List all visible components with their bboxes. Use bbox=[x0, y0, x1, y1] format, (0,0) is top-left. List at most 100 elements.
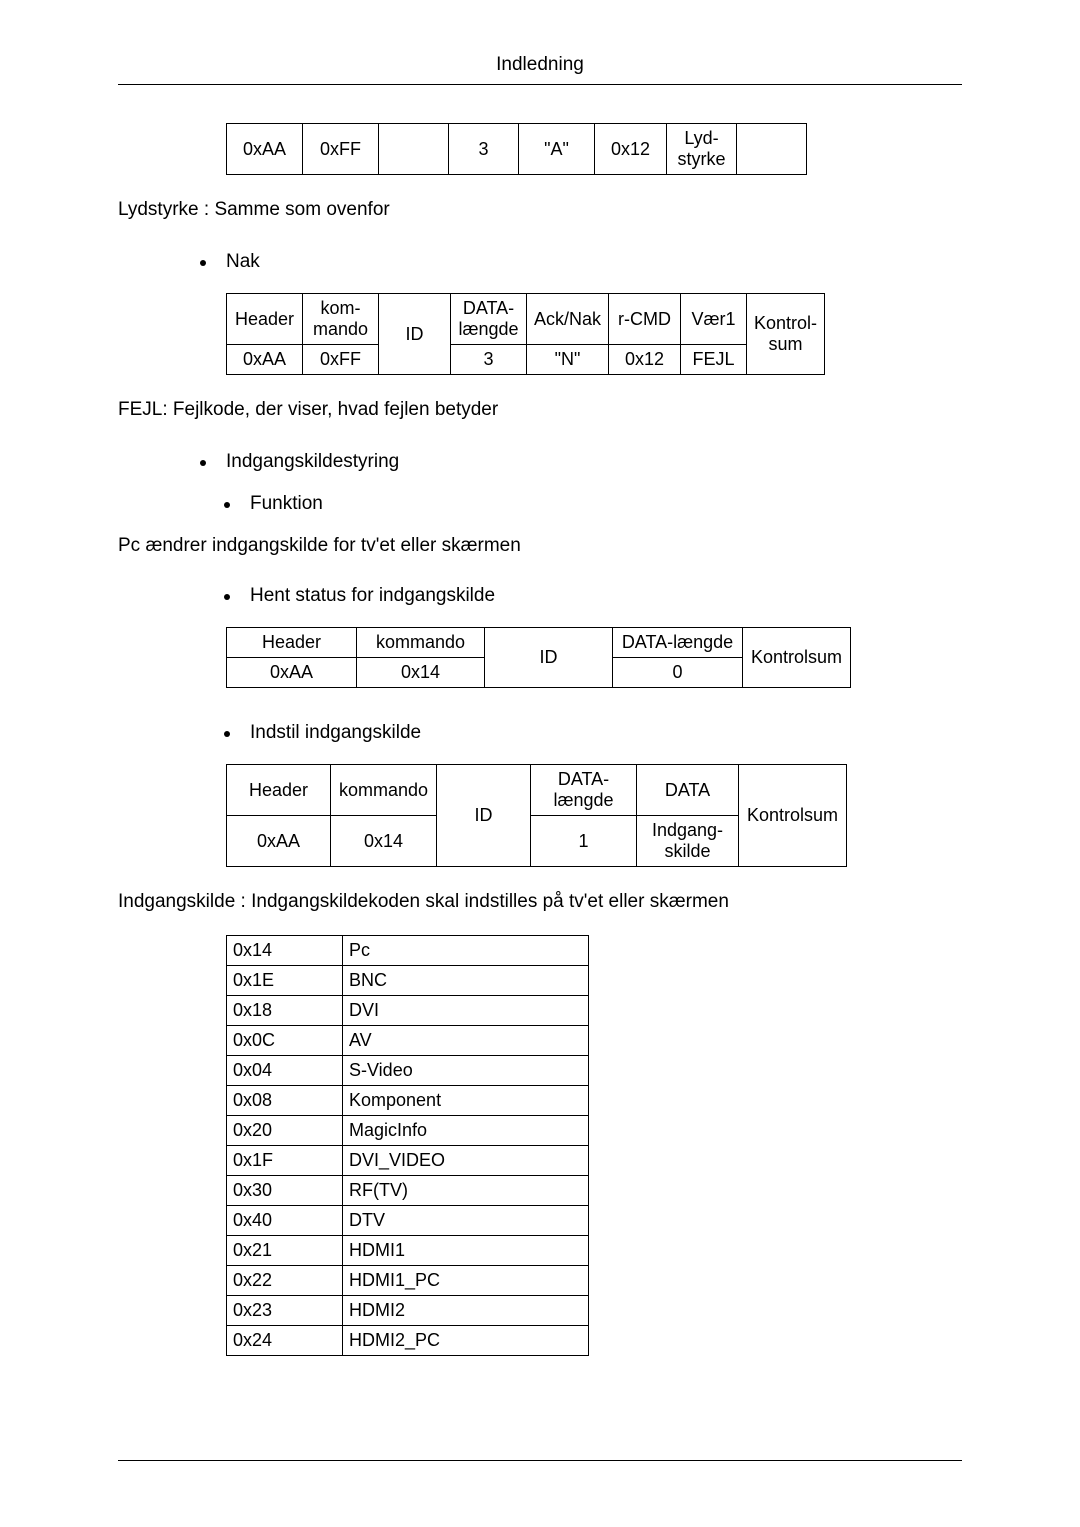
cell: 3 bbox=[449, 124, 519, 175]
cell: Header bbox=[227, 628, 357, 658]
cell: BNC bbox=[343, 966, 589, 996]
cell: 0x14 bbox=[227, 936, 343, 966]
bullet-icon bbox=[224, 594, 230, 600]
cell: 0x12 bbox=[609, 345, 681, 375]
cell: 0xAA bbox=[227, 345, 303, 375]
cell: HDMI2 bbox=[343, 1296, 589, 1326]
bullet-label: Indstil indgangskilde bbox=[250, 722, 421, 744]
table-hent-status: Header kommando ID DATA-længde Kontrolsu… bbox=[226, 627, 851, 688]
table-row: 0x04S-Video bbox=[227, 1056, 589, 1086]
table-indstil: Header kommando ID DATA-længde DATA Kont… bbox=[226, 764, 847, 867]
bullet-label: Hent status for indgangskilde bbox=[250, 585, 495, 607]
cell: DTV bbox=[343, 1206, 589, 1236]
table-row: 0x23HDMI2 bbox=[227, 1296, 589, 1326]
cell: ID bbox=[437, 765, 531, 867]
cell: 0x20 bbox=[227, 1116, 343, 1146]
cell: Pc bbox=[343, 936, 589, 966]
cell: Kontrolsum bbox=[739, 765, 847, 867]
cell: 0x12 bbox=[595, 124, 667, 175]
cell: kom-mando bbox=[303, 294, 379, 345]
cell: 0x23 bbox=[227, 1296, 343, 1326]
cell: 0x40 bbox=[227, 1206, 343, 1236]
bullet-icon bbox=[224, 502, 230, 508]
cell: "N" bbox=[527, 345, 609, 375]
cell: 0xFF bbox=[303, 345, 379, 375]
cell: Komponent bbox=[343, 1086, 589, 1116]
table-row: 0x40DTV bbox=[227, 1206, 589, 1236]
cell: kommando bbox=[357, 628, 485, 658]
cell: 0x18 bbox=[227, 996, 343, 1026]
cell bbox=[379, 124, 449, 175]
cell bbox=[737, 124, 807, 175]
cell: 0x30 bbox=[227, 1176, 343, 1206]
cell: 3 bbox=[451, 345, 527, 375]
cell: RF(TV) bbox=[343, 1176, 589, 1206]
bullet-label: Funktion bbox=[250, 493, 323, 515]
bullet-hent-status: Hent status for indgangskilde bbox=[224, 585, 962, 607]
bullet-indgangskilde: Indgangskildestyring bbox=[200, 451, 962, 473]
table-row: 0x0CAV bbox=[227, 1026, 589, 1056]
table-row: Header kom-mando ID DATA-længde Ack/Nak … bbox=[227, 294, 825, 345]
table-nak: Header kom-mando ID DATA-længde Ack/Nak … bbox=[226, 293, 825, 375]
footer-rule bbox=[118, 1460, 962, 1461]
bullet-label: Nak bbox=[226, 251, 260, 273]
bullet-indstil: Indstil indgangskilde bbox=[224, 722, 962, 744]
cell: 0x21 bbox=[227, 1236, 343, 1266]
table-row: Header kommando ID DATA-længde Kontrolsu… bbox=[227, 628, 851, 658]
cell: HDMI1_PC bbox=[343, 1266, 589, 1296]
cell: Indgang-skilde bbox=[637, 816, 739, 867]
note-fejl: FEJL: Fejlkode, der viser, hvad fejlen b… bbox=[118, 399, 962, 421]
cell: 0x14 bbox=[331, 816, 437, 867]
table-row: 0x21HDMI1 bbox=[227, 1236, 589, 1266]
cell: AV bbox=[343, 1026, 589, 1056]
cell: HDMI2_PC bbox=[343, 1326, 589, 1356]
cell: "A" bbox=[519, 124, 595, 175]
note-funktion: Pc ændrer indgangskilde for tv'et eller … bbox=[118, 535, 962, 557]
cell: Lyd-styrke bbox=[667, 124, 737, 175]
table-row: 0x22HDMI1_PC bbox=[227, 1266, 589, 1296]
cell: 0x22 bbox=[227, 1266, 343, 1296]
cell: MagicInfo bbox=[343, 1116, 589, 1146]
table-row: 0x08Komponent bbox=[227, 1086, 589, 1116]
cell: 0x0C bbox=[227, 1026, 343, 1056]
table-codes: 0x14Pc0x1EBNC0x18DVI0x0CAV0x04S-Video0x0… bbox=[226, 935, 589, 1356]
cell: HDMI1 bbox=[343, 1236, 589, 1266]
bullet-label: Indgangskildestyring bbox=[226, 451, 399, 473]
table-row: 0x30RF(TV) bbox=[227, 1176, 589, 1206]
cell: DATA-længde bbox=[531, 765, 637, 816]
cell: FEJL bbox=[681, 345, 747, 375]
table-row: 0x1EBNC bbox=[227, 966, 589, 996]
page-body: Indledning 0xAA 0xFF 3 "A" 0x12 Lyd-styr… bbox=[0, 0, 1080, 1396]
cell: Vær1 bbox=[681, 294, 747, 345]
cell: 0xAA bbox=[227, 658, 357, 688]
bullet-icon bbox=[200, 260, 206, 266]
cell: 0x1F bbox=[227, 1146, 343, 1176]
table-row: 0xAA 0xFF 3 "N" 0x12 FEJL bbox=[227, 345, 825, 375]
cell: 0x08 bbox=[227, 1086, 343, 1116]
note-indgangskilde: Indgangskilde : Indgangskildekoden skal … bbox=[118, 891, 962, 913]
cell: ID bbox=[379, 294, 451, 375]
cell: 0x04 bbox=[227, 1056, 343, 1086]
cell: DATA-længde bbox=[451, 294, 527, 345]
cell: ID bbox=[485, 628, 613, 688]
cell: S-Video bbox=[343, 1056, 589, 1086]
cell: kommando bbox=[331, 765, 437, 816]
table-ack-row: 0xAA 0xFF 3 "A" 0x12 Lyd-styrke bbox=[226, 123, 807, 175]
cell: DATA-længde bbox=[613, 628, 743, 658]
table-row: 0x14Pc bbox=[227, 936, 589, 966]
cell: 0x14 bbox=[357, 658, 485, 688]
cell: Header bbox=[227, 765, 331, 816]
table-row: 0x1FDVI_VIDEO bbox=[227, 1146, 589, 1176]
table-row: 0xAA 0xFF 3 "A" 0x12 Lyd-styrke bbox=[227, 124, 807, 175]
cell: DATA bbox=[637, 765, 739, 816]
cell: 0x24 bbox=[227, 1326, 343, 1356]
cell: 0x1E bbox=[227, 966, 343, 996]
cell: 0xAA bbox=[227, 124, 303, 175]
note-lydstyrke: Lydstyrke : Samme som ovenfor bbox=[118, 199, 962, 221]
cell: 0xAA bbox=[227, 816, 331, 867]
bullet-icon bbox=[224, 731, 230, 737]
cell: Header bbox=[227, 294, 303, 345]
cell: Kontrol-sum bbox=[747, 294, 825, 375]
cell: 0xFF bbox=[303, 124, 379, 175]
table-row: 0x20MagicInfo bbox=[227, 1116, 589, 1146]
